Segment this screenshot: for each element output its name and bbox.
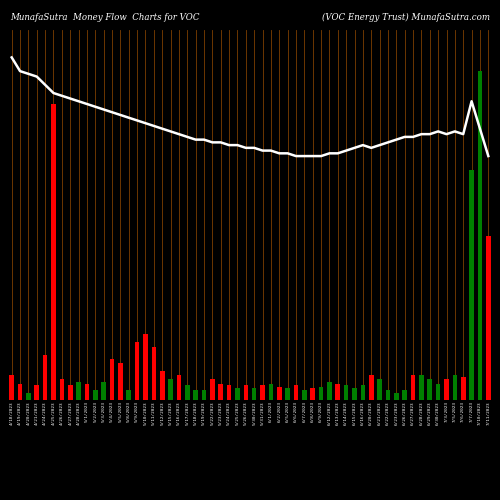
Bar — [26, 394, 30, 400]
Bar — [43, 355, 48, 400]
Bar — [227, 385, 232, 400]
Bar — [176, 376, 181, 400]
Bar — [143, 334, 148, 400]
Bar — [160, 371, 164, 400]
Bar — [135, 342, 140, 400]
Bar — [369, 376, 374, 400]
Bar — [452, 376, 457, 400]
Bar — [352, 388, 357, 400]
Bar — [218, 384, 223, 400]
Text: (VOC Energy Trust) MunafaSutra.com: (VOC Energy Trust) MunafaSutra.com — [322, 12, 490, 22]
Bar — [327, 382, 332, 400]
Bar — [110, 359, 114, 400]
Bar — [294, 385, 298, 400]
Bar — [419, 376, 424, 400]
Bar — [319, 387, 324, 400]
Text: MunafaSutra  Money Flow  Charts for VOC: MunafaSutra Money Flow Charts for VOC — [10, 12, 200, 22]
Bar — [360, 385, 365, 400]
Bar — [68, 385, 72, 400]
Bar — [461, 377, 466, 400]
Bar — [286, 388, 290, 400]
Bar — [277, 387, 281, 400]
Bar — [118, 363, 122, 400]
Bar — [60, 380, 64, 400]
Bar — [444, 380, 449, 400]
Bar — [51, 104, 56, 400]
Bar — [235, 388, 240, 400]
Bar — [10, 376, 14, 400]
Bar — [34, 385, 39, 400]
Bar — [336, 384, 340, 400]
Bar — [260, 385, 265, 400]
Bar — [470, 170, 474, 400]
Bar — [302, 390, 306, 400]
Bar — [428, 380, 432, 400]
Bar — [394, 394, 398, 400]
Bar — [244, 385, 248, 400]
Bar — [18, 384, 22, 400]
Bar — [168, 380, 173, 400]
Bar — [436, 384, 440, 400]
Bar — [210, 380, 214, 400]
Bar — [126, 390, 131, 400]
Bar — [152, 346, 156, 400]
Bar — [202, 390, 206, 400]
Bar — [478, 71, 482, 400]
Bar — [185, 385, 190, 400]
Bar — [102, 382, 106, 400]
Bar — [310, 388, 315, 400]
Bar — [344, 385, 348, 400]
Bar — [378, 380, 382, 400]
Bar — [76, 382, 81, 400]
Bar — [268, 384, 273, 400]
Bar — [402, 390, 407, 400]
Bar — [411, 376, 416, 400]
Bar — [84, 384, 89, 400]
Bar — [93, 390, 98, 400]
Bar — [486, 236, 490, 400]
Bar — [386, 390, 390, 400]
Bar — [194, 390, 198, 400]
Bar — [252, 388, 256, 400]
